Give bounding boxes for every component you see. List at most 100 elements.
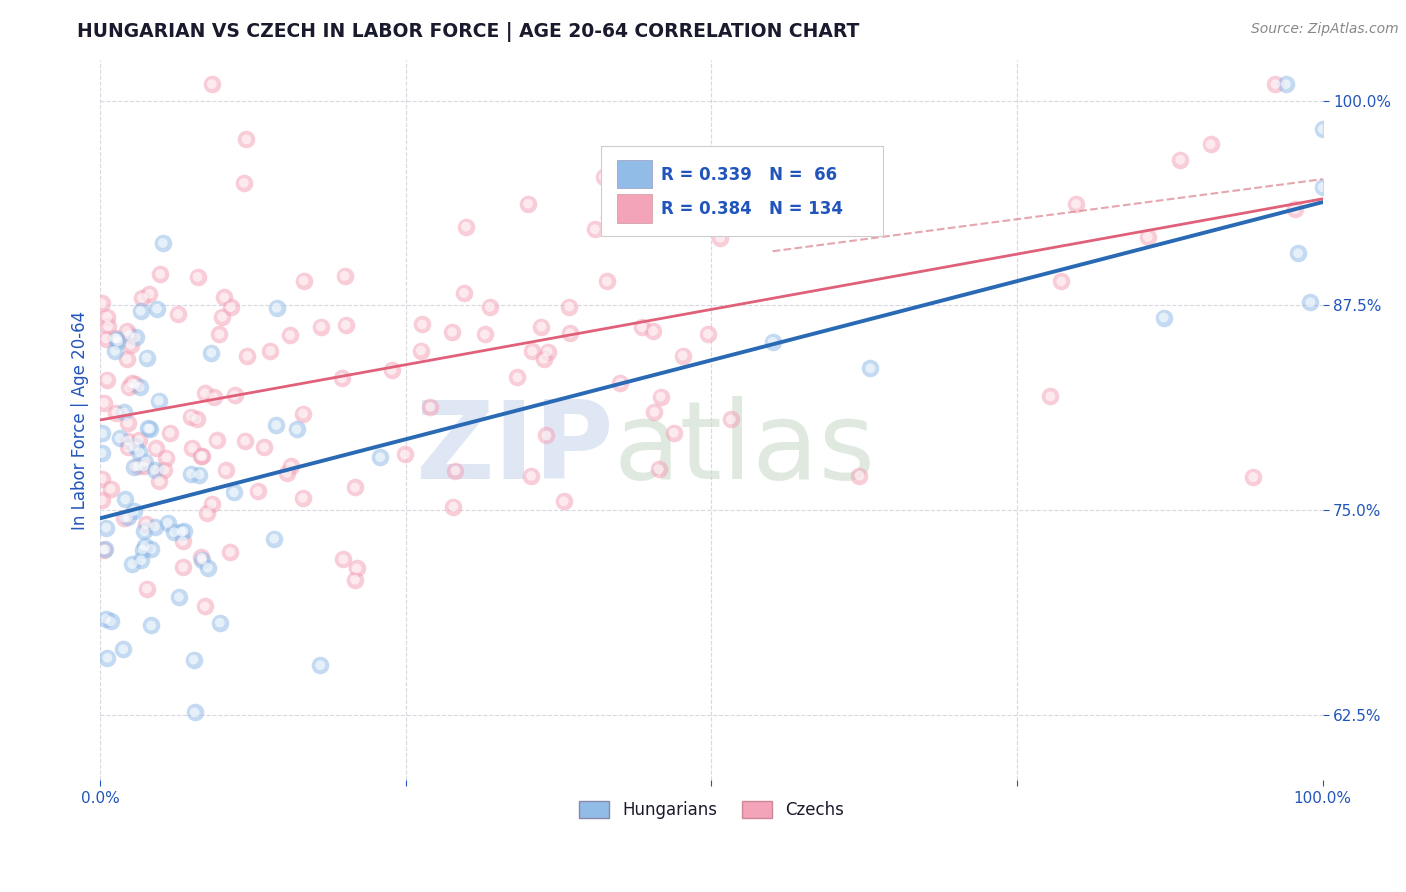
Point	[191, 552, 214, 566]
Point	[134, 539, 156, 553]
Point	[105, 406, 128, 420]
Point	[1299, 295, 1322, 310]
Point	[146, 301, 169, 316]
Point	[153, 463, 176, 477]
Point	[117, 416, 139, 430]
Point	[453, 285, 475, 300]
Y-axis label: In Labor Force | Age 20-64: In Labor Force | Age 20-64	[72, 310, 89, 530]
Point	[222, 485, 245, 500]
Point	[641, 324, 664, 338]
Point	[100, 482, 122, 496]
Point	[104, 343, 127, 358]
Point	[104, 343, 127, 358]
Point	[93, 396, 115, 410]
Point	[93, 396, 115, 410]
Point	[186, 412, 208, 426]
Point	[100, 615, 122, 629]
Point	[558, 326, 581, 340]
Point	[648, 462, 671, 476]
Point	[598, 210, 620, 224]
Point	[124, 459, 146, 474]
Point	[292, 407, 315, 421]
Point	[291, 491, 314, 505]
Point	[246, 484, 269, 499]
Point	[124, 459, 146, 474]
Point	[214, 463, 236, 477]
Point	[662, 425, 685, 440]
Point	[309, 319, 332, 334]
Text: R = 0.339   N =  66: R = 0.339 N = 66	[661, 166, 838, 184]
Point	[592, 169, 614, 184]
Point	[194, 386, 217, 401]
Point	[205, 434, 228, 448]
Point	[141, 618, 163, 632]
Point	[152, 235, 174, 250]
Point	[1286, 246, 1309, 260]
Point	[278, 328, 301, 343]
Point	[859, 361, 882, 376]
Point	[104, 331, 127, 345]
Point	[96, 310, 118, 324]
Point	[394, 448, 416, 462]
Point	[530, 319, 553, 334]
Point	[1050, 275, 1073, 289]
Point	[180, 467, 202, 481]
Point	[259, 343, 281, 358]
Point	[112, 642, 135, 657]
Point	[201, 77, 224, 91]
Point	[180, 467, 202, 481]
Point	[105, 331, 128, 345]
Point	[96, 332, 118, 346]
Point	[631, 320, 654, 334]
Point	[90, 446, 112, 460]
Point	[121, 557, 143, 571]
Point	[190, 550, 212, 565]
Point	[536, 428, 558, 442]
Point	[600, 192, 623, 206]
Point	[236, 349, 259, 363]
Point	[280, 459, 302, 474]
Point	[94, 612, 117, 626]
Point	[155, 450, 177, 465]
Point	[117, 434, 139, 448]
Point	[233, 434, 256, 448]
Point	[173, 524, 195, 538]
Point	[105, 406, 128, 420]
Point	[124, 377, 146, 392]
Point	[596, 274, 619, 288]
Point	[506, 370, 529, 384]
Point	[411, 318, 433, 332]
Point	[232, 176, 254, 190]
Point	[96, 650, 118, 665]
Point	[170, 524, 193, 539]
Point	[107, 334, 129, 349]
Point	[127, 459, 149, 474]
Point	[444, 464, 467, 478]
Point	[1275, 77, 1298, 91]
Point	[112, 510, 135, 524]
Point	[191, 449, 214, 463]
Point	[90, 472, 112, 486]
Point	[454, 219, 477, 234]
Point	[172, 534, 194, 549]
Point	[114, 492, 136, 507]
Point	[96, 650, 118, 665]
Point	[96, 520, 118, 534]
Point	[1312, 180, 1334, 194]
Point	[761, 334, 783, 349]
Point	[148, 393, 170, 408]
Point	[641, 324, 664, 338]
Point	[118, 328, 141, 343]
Point	[309, 658, 332, 673]
Point	[97, 319, 120, 334]
Point	[1299, 295, 1322, 310]
Point	[235, 132, 257, 146]
Point	[520, 344, 543, 359]
Point	[346, 561, 368, 575]
Point	[214, 290, 236, 304]
Point	[163, 525, 186, 540]
Point	[186, 412, 208, 426]
Point	[536, 344, 558, 359]
Point	[517, 196, 540, 211]
Point	[117, 416, 139, 430]
